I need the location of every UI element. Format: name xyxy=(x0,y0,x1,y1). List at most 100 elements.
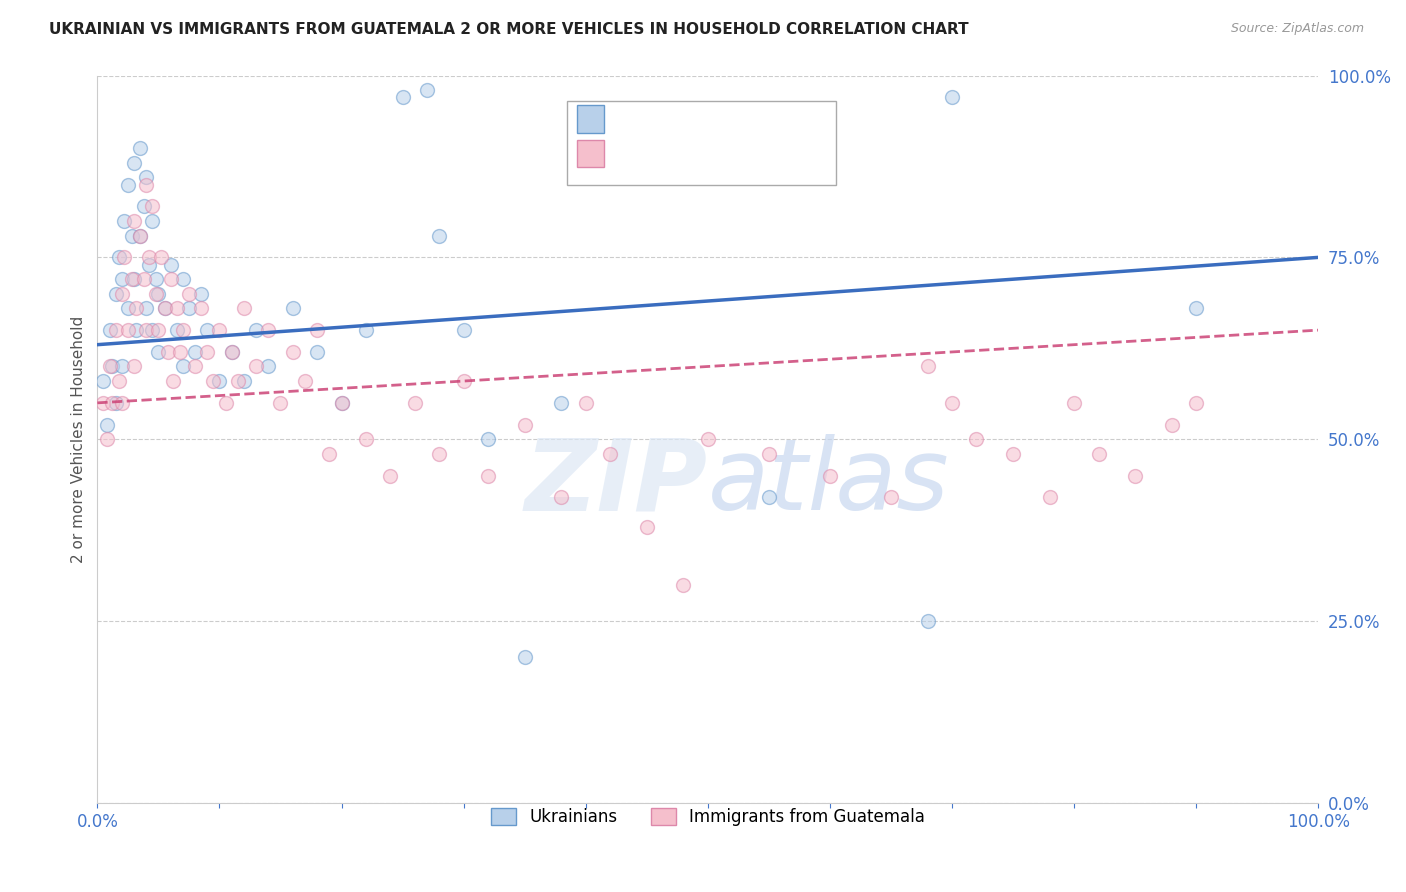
Point xyxy=(138,251,160,265)
Point xyxy=(513,417,536,432)
Point xyxy=(177,286,200,301)
Point xyxy=(148,286,170,301)
Point xyxy=(318,447,340,461)
FancyBboxPatch shape xyxy=(568,101,837,185)
Point xyxy=(1039,491,1062,505)
Point xyxy=(184,359,207,374)
Point xyxy=(108,251,131,265)
Point xyxy=(917,359,939,374)
Point xyxy=(112,214,135,228)
Legend: Ukrainians, Immigrants from Guatemala: Ukrainians, Immigrants from Guatemala xyxy=(482,800,934,835)
Point xyxy=(129,228,152,243)
Point xyxy=(354,432,377,446)
Text: ZIP: ZIP xyxy=(524,434,707,532)
Point xyxy=(1160,417,1182,432)
Point xyxy=(221,345,243,359)
Point xyxy=(104,286,127,301)
Point xyxy=(129,141,152,155)
Point xyxy=(148,323,170,337)
Point xyxy=(281,301,304,316)
Point xyxy=(330,396,353,410)
Point xyxy=(153,301,176,316)
Point xyxy=(101,359,124,374)
Point xyxy=(138,258,160,272)
Point xyxy=(208,323,231,337)
Point xyxy=(941,90,963,104)
Point xyxy=(226,374,249,388)
Y-axis label: 2 or more Vehicles in Household: 2 or more Vehicles in Household xyxy=(72,316,86,563)
Point xyxy=(758,491,780,505)
Point xyxy=(184,345,207,359)
Point xyxy=(96,432,118,446)
Point xyxy=(159,272,181,286)
Point xyxy=(245,359,267,374)
Point xyxy=(145,286,167,301)
Text: 0.074: 0.074 xyxy=(668,110,728,128)
Point xyxy=(1185,301,1208,316)
Point xyxy=(148,345,170,359)
Point xyxy=(153,301,176,316)
Point xyxy=(122,359,145,374)
Point xyxy=(96,417,118,432)
Point xyxy=(307,345,329,359)
Point xyxy=(696,432,718,446)
Point xyxy=(599,447,621,461)
Point xyxy=(117,301,139,316)
Point xyxy=(427,228,450,243)
Point xyxy=(477,432,499,446)
Point xyxy=(477,468,499,483)
Point xyxy=(125,301,148,316)
Point xyxy=(917,614,939,628)
Point xyxy=(550,491,572,505)
Point xyxy=(101,396,124,410)
Point xyxy=(1063,396,1085,410)
Point xyxy=(98,323,121,337)
Point xyxy=(111,272,134,286)
Point xyxy=(453,323,475,337)
Point xyxy=(132,272,155,286)
Point xyxy=(141,199,163,213)
Point xyxy=(104,396,127,410)
Point xyxy=(172,272,194,286)
Point xyxy=(281,345,304,359)
Point xyxy=(427,447,450,461)
Point xyxy=(169,345,191,359)
Point xyxy=(111,359,134,374)
Point xyxy=(117,323,139,337)
Point xyxy=(575,396,598,410)
Point xyxy=(202,374,225,388)
Point xyxy=(965,432,987,446)
Point xyxy=(141,214,163,228)
Point xyxy=(1087,447,1109,461)
Point xyxy=(214,396,236,410)
Point xyxy=(453,374,475,388)
Point xyxy=(172,359,194,374)
Point xyxy=(135,301,157,316)
Text: N =: N = xyxy=(735,144,792,163)
Point xyxy=(122,272,145,286)
Point xyxy=(157,345,180,359)
Text: 0.147: 0.147 xyxy=(668,144,730,163)
Point xyxy=(232,301,254,316)
Point xyxy=(391,90,413,104)
Point xyxy=(129,228,152,243)
Point xyxy=(135,170,157,185)
Point xyxy=(135,323,157,337)
Point xyxy=(195,345,218,359)
Point xyxy=(117,178,139,192)
Point xyxy=(159,258,181,272)
Point xyxy=(307,323,329,337)
Text: 56: 56 xyxy=(797,110,824,128)
Point xyxy=(1123,468,1146,483)
FancyBboxPatch shape xyxy=(578,105,605,133)
Point xyxy=(141,323,163,337)
Point xyxy=(550,396,572,410)
Point xyxy=(245,323,267,337)
Point xyxy=(121,272,143,286)
Point xyxy=(257,323,280,337)
Point xyxy=(190,301,212,316)
Point xyxy=(404,396,426,410)
Text: N =: N = xyxy=(735,110,792,128)
Point xyxy=(232,374,254,388)
Point xyxy=(195,323,218,337)
